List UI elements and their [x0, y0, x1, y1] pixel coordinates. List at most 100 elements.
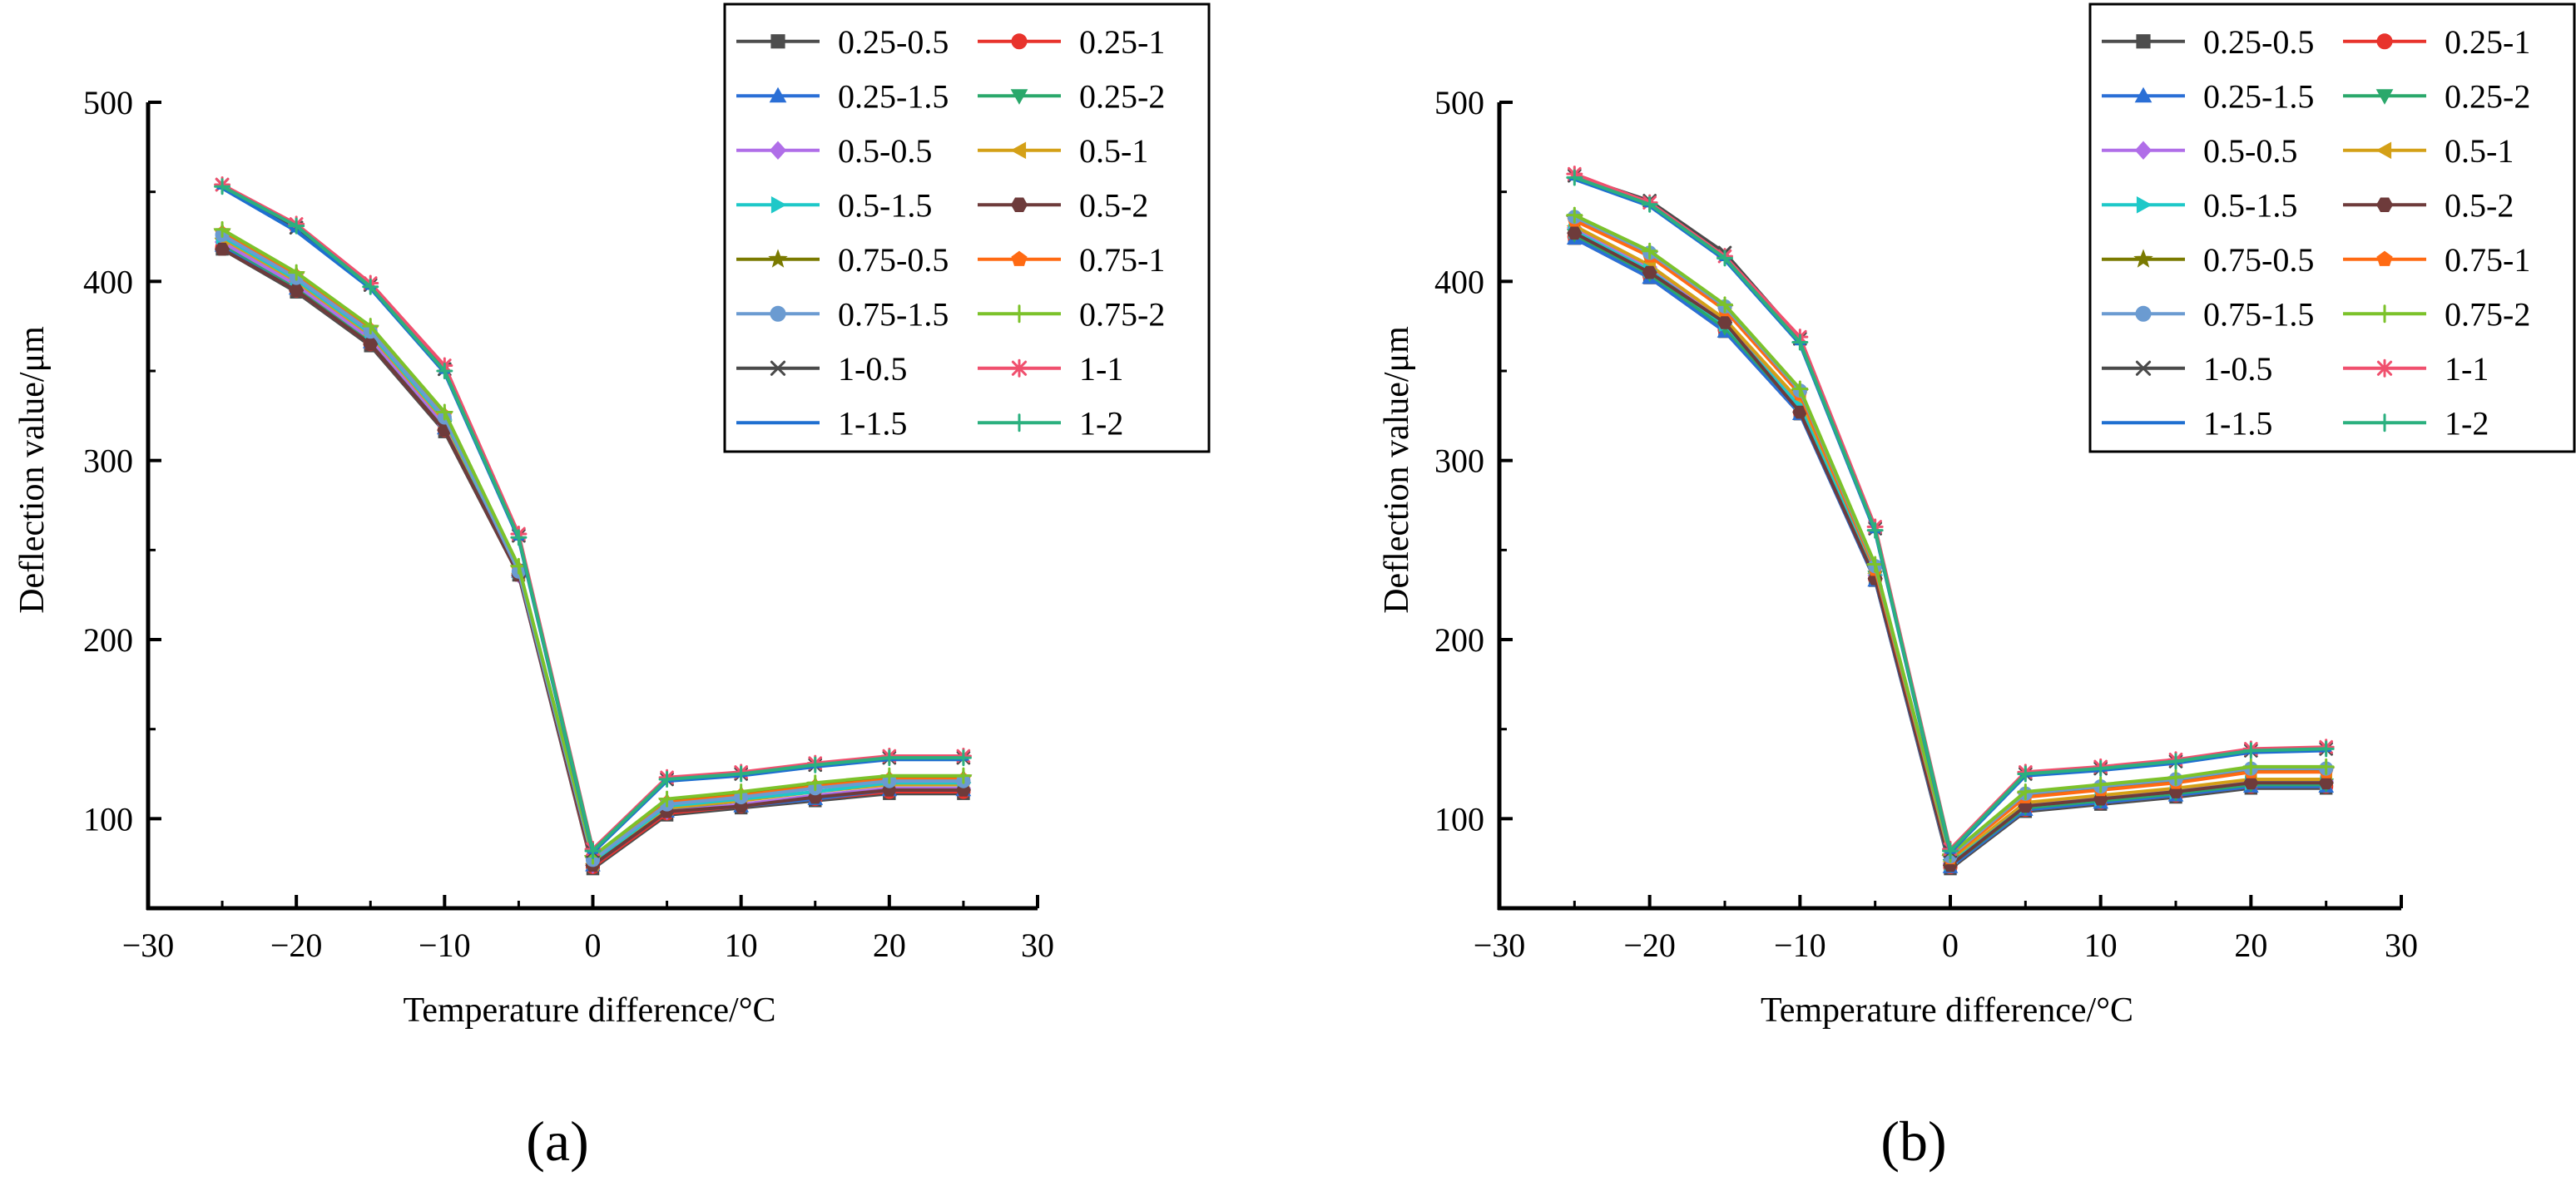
- panel-b-legend-swatch-marker: [2375, 197, 2394, 212]
- panel-a-legend-label: 0.25-0.5: [838, 23, 949, 61]
- panel-a-legend-swatch-marker: [1010, 413, 1028, 432]
- panel-a-data-point: [215, 242, 230, 256]
- panel-b-data-point: [2243, 776, 2259, 790]
- panel-b-legend-label: 0.25-0.5: [2203, 23, 2314, 61]
- panel-a-legend-swatch-marker: [769, 141, 787, 160]
- panel-a-legend-label: 1-0.5: [838, 350, 907, 388]
- panel-b-legend-swatch-marker: [2375, 141, 2392, 160]
- panel-b-legend-entry-0.5-1.5: 0.5-1.5: [2102, 186, 2297, 224]
- panel-a-legend-swatch-marker: [770, 34, 785, 49]
- panel-b-data-point: [2092, 760, 2109, 778]
- panel-a-legend-entry-0.75-0.5: 0.75-0.5: [736, 241, 949, 279]
- panel-b-legend-label: 0.5-2: [2445, 186, 2514, 224]
- panel-a-legend-swatch-marker: [1010, 141, 1027, 160]
- panel-a-legend-label: 0.25-2: [1079, 77, 1165, 115]
- panel-b-data-point: [2017, 765, 2034, 783]
- panel-a-y-tick-label: 400: [83, 263, 133, 300]
- panel-a-data-point: [214, 178, 231, 195]
- panel-b-legend-label: 0.25-1: [2445, 23, 2530, 61]
- panel-a-x-tick-label: 0: [585, 927, 602, 964]
- panel-b-legend-label: 0.25-2: [2445, 77, 2530, 115]
- panel-a-x-tick-label: −10: [419, 927, 471, 964]
- panel-a-data-point: [806, 774, 824, 792]
- panel-a-legend-label: 1-2: [1079, 404, 1123, 442]
- panel-a-data-point: [362, 278, 379, 295]
- panel-b-data-point: [2167, 753, 2184, 770]
- panel-b-legend: 0.25-0.5 0.25-1 0.25-1.5 0.25-2 0.5-0.5 0.5-1…: [2088, 2, 2576, 453]
- panel-b-legend-label: 0.5-1.5: [2203, 186, 2297, 224]
- panel-b-data-point: [1791, 380, 1809, 398]
- panel-b-data-point: [1717, 316, 1733, 329]
- panel-a-legend-label: 0.75-1.5: [838, 295, 949, 333]
- panel-b-legend-entry-0.75-2: 0.75-2: [2343, 295, 2530, 333]
- panel-b-legend-label: 1-1.5: [2203, 404, 2272, 442]
- panel-b-data-point: [1641, 195, 1658, 213]
- panel-b-legend-label: 0.5-1: [2445, 132, 2514, 170]
- panel-a-legend-swatch-marker: [770, 360, 786, 376]
- panel-a-legend-swatch-marker: [1010, 358, 1028, 378]
- panel-a-legend-entry-0.25-2: 0.25-2: [978, 77, 1165, 115]
- panel-b-legend-swatch-marker: [2134, 86, 2152, 103]
- panel-a-data-point: [954, 749, 972, 767]
- panel-a-legend-label: 0.75-0.5: [838, 241, 949, 279]
- panel-b-legend-label: 1-0.5: [2203, 350, 2272, 388]
- panel-b-data-point: [1717, 296, 1733, 314]
- panel-b-legend-swatch-marker: [2135, 305, 2152, 322]
- panel-a-legend-label: 0.5-1: [1079, 132, 1148, 170]
- panel-a-data-point: [362, 318, 379, 335]
- panel-a-x-tick-label: −30: [122, 927, 175, 964]
- panel-b-legend-label: 0.75-0.5: [2203, 241, 2314, 279]
- panel-a-data-point: [880, 767, 898, 784]
- panel-a-data-point: [658, 770, 676, 788]
- panel-b-x-axis-label: Temperature difference/°C: [1761, 991, 2133, 1030]
- panel-b-data-point: [1566, 206, 1583, 224]
- panel-a-series-1-2: [214, 178, 972, 860]
- panel-a-legend-entry-0.25-1.5: 0.25-1.5: [736, 77, 949, 115]
- panel-a-x-tick-label: 10: [725, 927, 758, 964]
- panel-a-legend-entry-0.5-1: 0.5-1: [978, 132, 1148, 170]
- panel-b-data-point: [1866, 556, 1884, 573]
- panel-a-legend-entry-1-0.5: 1-0.5: [736, 350, 907, 388]
- panel-b-legend-entry-0.25-1.5: 0.25-1.5: [2102, 77, 2314, 115]
- panel-b-data-point: [2318, 776, 2334, 790]
- panel-b-legend-entry-0.25-2: 0.25-2: [2343, 77, 2530, 115]
- panel-a-data-point: [658, 790, 676, 808]
- panel-a-legend-label: 0.5-1.5: [838, 186, 932, 224]
- panel-b-series-1-2: [1566, 169, 2335, 860]
- panel-b-legend-entry-1-1.5: 1-1.5: [2102, 404, 2272, 442]
- panel-a-legend-swatch-marker: [769, 86, 787, 103]
- panel-b-legend-swatch-marker: [2133, 249, 2153, 268]
- panel-b-y-tick-label: 400: [1434, 263, 1484, 300]
- panel-a-legend-entry-0.25-1: 0.25-1: [978, 23, 1165, 61]
- panel-b-label: (b): [1880, 1110, 1946, 1173]
- panel-a-legend-entry-0.5-2: 0.5-2: [978, 186, 1148, 224]
- panel-b-y-tick-label: 500: [1434, 84, 1484, 121]
- panel-a-data-point: [289, 284, 305, 297]
- panel-b-legend-entry-1-2: 1-2: [2343, 404, 2489, 442]
- panel-b-legend-label: 0.25-1.5: [2203, 77, 2314, 115]
- panel-a-data-point: [436, 403, 453, 421]
- panel-b-legend-swatch-marker: [2376, 250, 2393, 266]
- panel-b-data-point: [1642, 265, 1657, 279]
- panel-b-legend-entry-0.5-1: 0.5-1: [2343, 132, 2514, 170]
- panel-a-label: (a): [526, 1110, 588, 1173]
- panel-b-data-point: [1567, 226, 1583, 240]
- panel-a-data-point: [288, 264, 305, 281]
- panel-b-data-point: [1866, 521, 1884, 539]
- panel-a-y-tick-label: 200: [83, 621, 133, 659]
- panel-a-data-point: [732, 765, 750, 783]
- panel-b-data-point: [1717, 250, 1733, 267]
- panel-a-legend-swatch-marker: [1011, 33, 1028, 50]
- panel-b-legend-entry-1-1: 1-1: [2343, 350, 2489, 388]
- panel-a-legend: 0.25-0.5 0.25-1 0.25-1.5 0.25-2 0.5-0.5 0.5-1…: [723, 2, 1211, 453]
- panel-a-legend-entry-0.5-1.5: 0.5-1.5: [736, 186, 932, 224]
- panel-a-legend-label: 0.75-1: [1079, 241, 1165, 279]
- panel-b-data-point: [2317, 758, 2335, 775]
- panel-b-y-tick-label: 300: [1434, 442, 1484, 480]
- panel-b-legend-label: 0.75-2: [2445, 295, 2530, 333]
- panel-a-legend-label: 0.25-1: [1079, 23, 1165, 61]
- panel-b-x-tick-label: −30: [1474, 927, 1526, 964]
- panel-a-y-tick-label: 500: [83, 84, 133, 121]
